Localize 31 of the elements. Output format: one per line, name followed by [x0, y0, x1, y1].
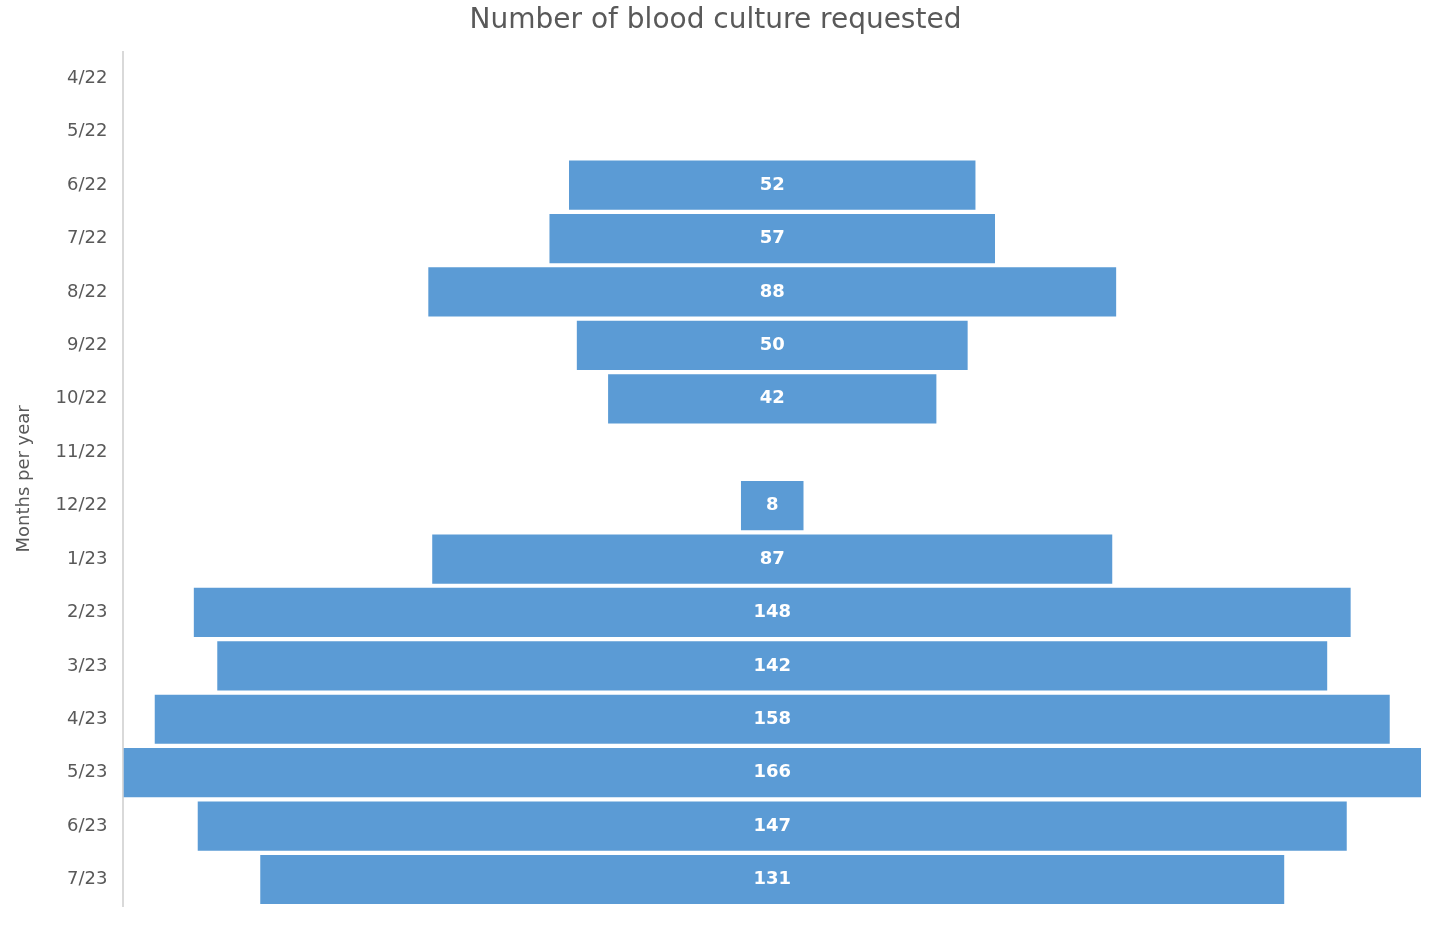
category-label: 3/23 — [67, 653, 108, 675]
data-label: 131 — [753, 867, 792, 889]
category-label: 7/23 — [67, 867, 108, 889]
category-label: 10/22 — [55, 386, 108, 408]
category-label: 1/23 — [67, 546, 108, 568]
data-label: 52 — [759, 172, 785, 194]
category-label: 8/22 — [67, 279, 108, 301]
data-label: 42 — [759, 386, 785, 408]
category-label: 9/22 — [67, 333, 108, 355]
data-label: 147 — [753, 813, 792, 835]
category-label: 11/22 — [55, 439, 108, 461]
category-label: 12/22 — [55, 493, 108, 515]
category-label: 4/22 — [67, 65, 108, 87]
category-label: 4/23 — [67, 706, 108, 728]
data-label: 88 — [759, 279, 785, 301]
data-label: 148 — [753, 600, 792, 622]
text: Number of blood culture requested — [469, 2, 962, 36]
category-label: 5/23 — [67, 760, 108, 782]
data-label: 158 — [753, 706, 792, 728]
data-label: 142 — [753, 653, 792, 675]
category-label: 6/22 — [67, 172, 108, 194]
category-label: 6/23 — [67, 813, 108, 835]
category-label: 2/23 — [67, 600, 108, 622]
data-label: 50 — [759, 333, 785, 355]
data-label: 8 — [765, 493, 779, 515]
data-label: 166 — [753, 760, 792, 782]
data-label: 57 — [759, 226, 785, 248]
category-label: 7/22 — [67, 226, 108, 248]
category-label: 5/22 — [67, 119, 108, 141]
data-label: 87 — [759, 546, 785, 568]
text: Months per year — [12, 404, 34, 553]
